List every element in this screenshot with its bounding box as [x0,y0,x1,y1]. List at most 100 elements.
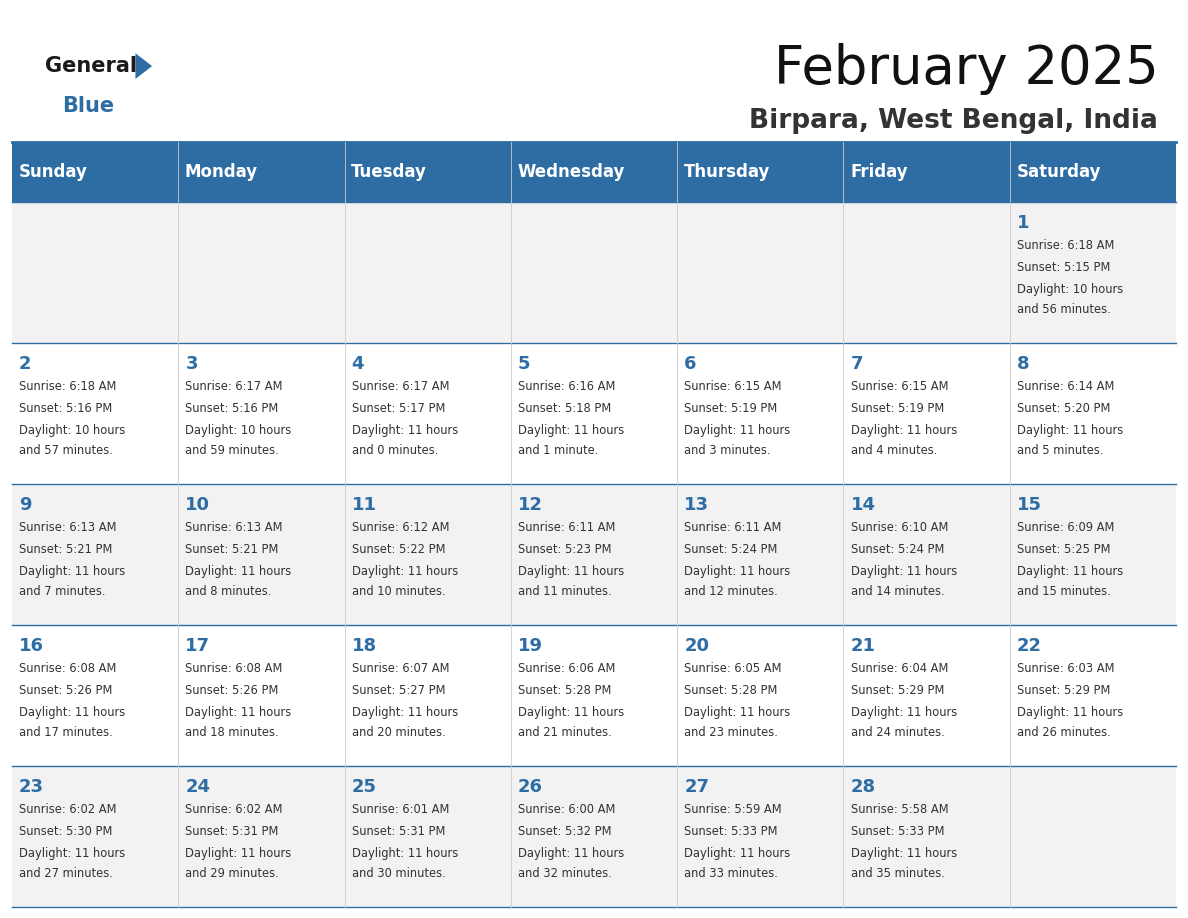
Text: Daylight: 11 hours: Daylight: 11 hours [352,424,457,437]
Text: Daylight: 11 hours: Daylight: 11 hours [684,565,790,577]
Text: Sunset: 5:19 PM: Sunset: 5:19 PM [851,402,943,415]
Text: and 4 minutes.: and 4 minutes. [851,444,937,457]
Text: Daylight: 11 hours: Daylight: 11 hours [518,565,624,577]
Text: Daylight: 11 hours: Daylight: 11 hours [352,846,457,860]
Text: Sunrise: 6:16 AM: Sunrise: 6:16 AM [518,380,615,393]
Text: Sunrise: 6:15 AM: Sunrise: 6:15 AM [684,380,782,393]
Text: Sunrise: 6:17 AM: Sunrise: 6:17 AM [185,380,283,393]
Text: Daylight: 11 hours: Daylight: 11 hours [185,846,291,860]
Text: Sunrise: 6:13 AM: Sunrise: 6:13 AM [185,521,283,533]
Text: Daylight: 11 hours: Daylight: 11 hours [851,424,956,437]
Text: Sunset: 5:23 PM: Sunset: 5:23 PM [518,543,612,555]
Bar [511,142,677,202]
Text: Sunset: 5:20 PM: Sunset: 5:20 PM [1017,402,1111,415]
Text: Sunrise: 6:17 AM: Sunrise: 6:17 AM [352,380,449,393]
Text: February 2025: February 2025 [773,43,1158,95]
Text: Sunrise: 6:02 AM: Sunrise: 6:02 AM [185,802,283,816]
Text: Sunrise: 6:11 AM: Sunrise: 6:11 AM [684,521,782,533]
Text: 3: 3 [185,355,198,373]
Text: Daylight: 11 hours: Daylight: 11 hours [185,565,291,577]
Text: Sunrise: 6:11 AM: Sunrise: 6:11 AM [518,521,615,533]
Text: and 23 minutes.: and 23 minutes. [684,726,778,739]
Text: Tuesday: Tuesday [352,163,426,181]
Text: Birpara, West Bengal, India: Birpara, West Bengal, India [750,108,1158,134]
Text: Daylight: 11 hours: Daylight: 11 hours [185,706,291,719]
Text: Monday: Monday [185,163,258,181]
Text: Daylight: 11 hours: Daylight: 11 hours [19,846,125,860]
Text: 9: 9 [19,496,32,514]
Text: Sunset: 5:28 PM: Sunset: 5:28 PM [684,684,778,697]
Text: and 0 minutes.: and 0 minutes. [352,444,438,457]
Text: Daylight: 11 hours: Daylight: 11 hours [1017,424,1123,437]
Text: 23: 23 [19,778,44,796]
Bar [843,142,1010,202]
Bar [12,766,1176,907]
Text: 17: 17 [185,637,210,655]
Text: Sunrise: 5:59 AM: Sunrise: 5:59 AM [684,802,782,816]
Bar [12,625,1176,766]
Text: Sunset: 5:26 PM: Sunset: 5:26 PM [19,684,113,697]
Text: Daylight: 11 hours: Daylight: 11 hours [518,706,624,719]
Text: 10: 10 [185,496,210,514]
Text: Sunset: 5:29 PM: Sunset: 5:29 PM [851,684,944,697]
Text: Sunset: 5:27 PM: Sunset: 5:27 PM [352,684,446,697]
Text: Sunset: 5:29 PM: Sunset: 5:29 PM [1017,684,1111,697]
Bar [12,202,1176,343]
Text: Sunrise: 6:00 AM: Sunrise: 6:00 AM [518,802,615,816]
Text: Sunset: 5:16 PM: Sunset: 5:16 PM [19,402,112,415]
Text: Thursday: Thursday [684,163,770,181]
Text: and 7 minutes.: and 7 minutes. [19,585,106,598]
Text: 25: 25 [352,778,377,796]
Text: and 11 minutes.: and 11 minutes. [518,585,612,598]
Text: Blue: Blue [62,95,114,116]
Text: Wednesday: Wednesday [518,163,625,181]
Text: 11: 11 [352,496,377,514]
Text: and 27 minutes.: and 27 minutes. [19,867,113,880]
Text: and 3 minutes.: and 3 minutes. [684,444,771,457]
Text: Daylight: 11 hours: Daylight: 11 hours [518,846,624,860]
Text: Daylight: 10 hours: Daylight: 10 hours [19,424,125,437]
Text: Daylight: 11 hours: Daylight: 11 hours [352,706,457,719]
Text: Sunrise: 6:09 AM: Sunrise: 6:09 AM [1017,521,1114,533]
Text: Sunset: 5:17 PM: Sunset: 5:17 PM [352,402,446,415]
Text: Daylight: 11 hours: Daylight: 11 hours [684,424,790,437]
Bar [345,142,511,202]
Text: Sunset: 5:21 PM: Sunset: 5:21 PM [19,543,113,555]
Text: Sunrise: 6:12 AM: Sunrise: 6:12 AM [352,521,449,533]
Text: Daylight: 11 hours: Daylight: 11 hours [684,706,790,719]
Text: and 10 minutes.: and 10 minutes. [352,585,446,598]
Text: 18: 18 [352,637,377,655]
Text: Sunrise: 6:07 AM: Sunrise: 6:07 AM [352,662,449,675]
Text: Sunset: 5:16 PM: Sunset: 5:16 PM [185,402,278,415]
Text: and 57 minutes.: and 57 minutes. [19,444,113,457]
Text: Daylight: 11 hours: Daylight: 11 hours [1017,706,1123,719]
Text: and 12 minutes.: and 12 minutes. [684,585,778,598]
Bar [1010,142,1176,202]
Text: Daylight: 11 hours: Daylight: 11 hours [851,706,956,719]
Text: Sunset: 5:26 PM: Sunset: 5:26 PM [185,684,279,697]
Text: Sunrise: 6:01 AM: Sunrise: 6:01 AM [352,802,449,816]
Text: 1: 1 [1017,214,1030,232]
Text: Daylight: 10 hours: Daylight: 10 hours [1017,283,1123,296]
Text: and 35 minutes.: and 35 minutes. [851,867,944,880]
Text: Sunrise: 6:18 AM: Sunrise: 6:18 AM [19,380,116,393]
Text: 7: 7 [851,355,864,373]
Text: Daylight: 11 hours: Daylight: 11 hours [19,565,125,577]
Text: and 14 minutes.: and 14 minutes. [851,585,944,598]
Text: Sunset: 5:31 PM: Sunset: 5:31 PM [185,824,279,838]
Text: 22: 22 [1017,637,1042,655]
Text: 16: 16 [19,637,44,655]
Text: 6: 6 [684,355,697,373]
Text: Sunset: 5:32 PM: Sunset: 5:32 PM [518,824,612,838]
Text: Sunrise: 6:08 AM: Sunrise: 6:08 AM [185,662,283,675]
Text: and 21 minutes.: and 21 minutes. [518,726,612,739]
Text: and 33 minutes.: and 33 minutes. [684,867,778,880]
Text: 20: 20 [684,637,709,655]
Bar [12,484,1176,625]
Text: Sunset: 5:31 PM: Sunset: 5:31 PM [352,824,446,838]
Text: and 59 minutes.: and 59 minutes. [185,444,279,457]
Text: General: General [45,56,137,76]
Text: Sunset: 5:19 PM: Sunset: 5:19 PM [684,402,777,415]
Text: 24: 24 [185,778,210,796]
Text: Sunrise: 6:18 AM: Sunrise: 6:18 AM [1017,239,1114,252]
